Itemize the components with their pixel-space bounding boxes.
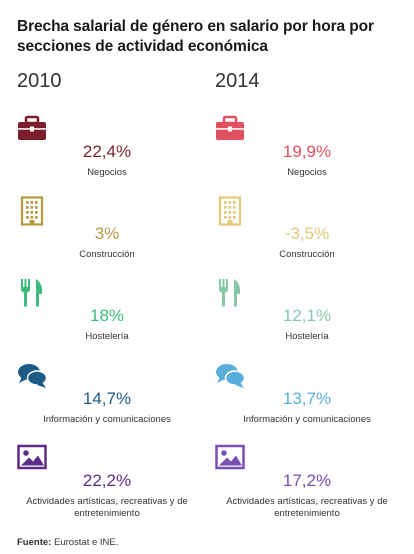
value-label: 22,2% [82,471,132,490]
image-icon [215,443,245,473]
value-label: 17,2% [282,471,332,490]
sector-label: Información y comunicaciones [43,414,171,425]
source-note: Fuente: Eurostat e INE. [17,537,118,548]
value-label: 18% [89,306,125,325]
chart-title: Brecha salarial de género en salario por… [17,18,374,55]
briefcase-icon [215,114,245,144]
value-label: 22,4% [82,142,132,161]
value-label: 14,7% [82,389,132,408]
briefcase-icon [17,114,47,144]
sector-label: Hostelería [85,331,129,342]
sector-label: Actividades artísticas, recreativas y de… [26,496,188,519]
sector-label: Actividades artísticas, recreativas y de… [226,496,388,519]
sector-label: Información y comunicaciones [243,414,371,425]
sector-label: Construcción [279,249,335,260]
image-icon [17,443,47,473]
speech-bubbles-icon [17,361,47,391]
value-label: 19,9% [282,142,332,161]
source-label: Fuente: [17,537,52,548]
speech-bubbles-icon [215,361,245,391]
building-icon [17,196,47,226]
source-text: Eurostat e INE. [51,537,119,548]
building-icon [215,196,245,226]
year-2010: 2010 [17,70,62,92]
fork-knife-icon [17,278,47,308]
sector-label: Negocios [287,167,327,178]
value-label: 13,7% [282,389,332,408]
value-label: -3,5% [284,224,330,243]
value-label: 12,1% [282,306,332,325]
sector-label: Construcción [79,249,135,260]
value-label: 3% [94,224,120,243]
sector-label: Hostelería [285,331,329,342]
fork-knife-icon [215,278,245,308]
sector-label: Negocios [87,167,127,178]
year-2014: 2014 [215,70,260,92]
